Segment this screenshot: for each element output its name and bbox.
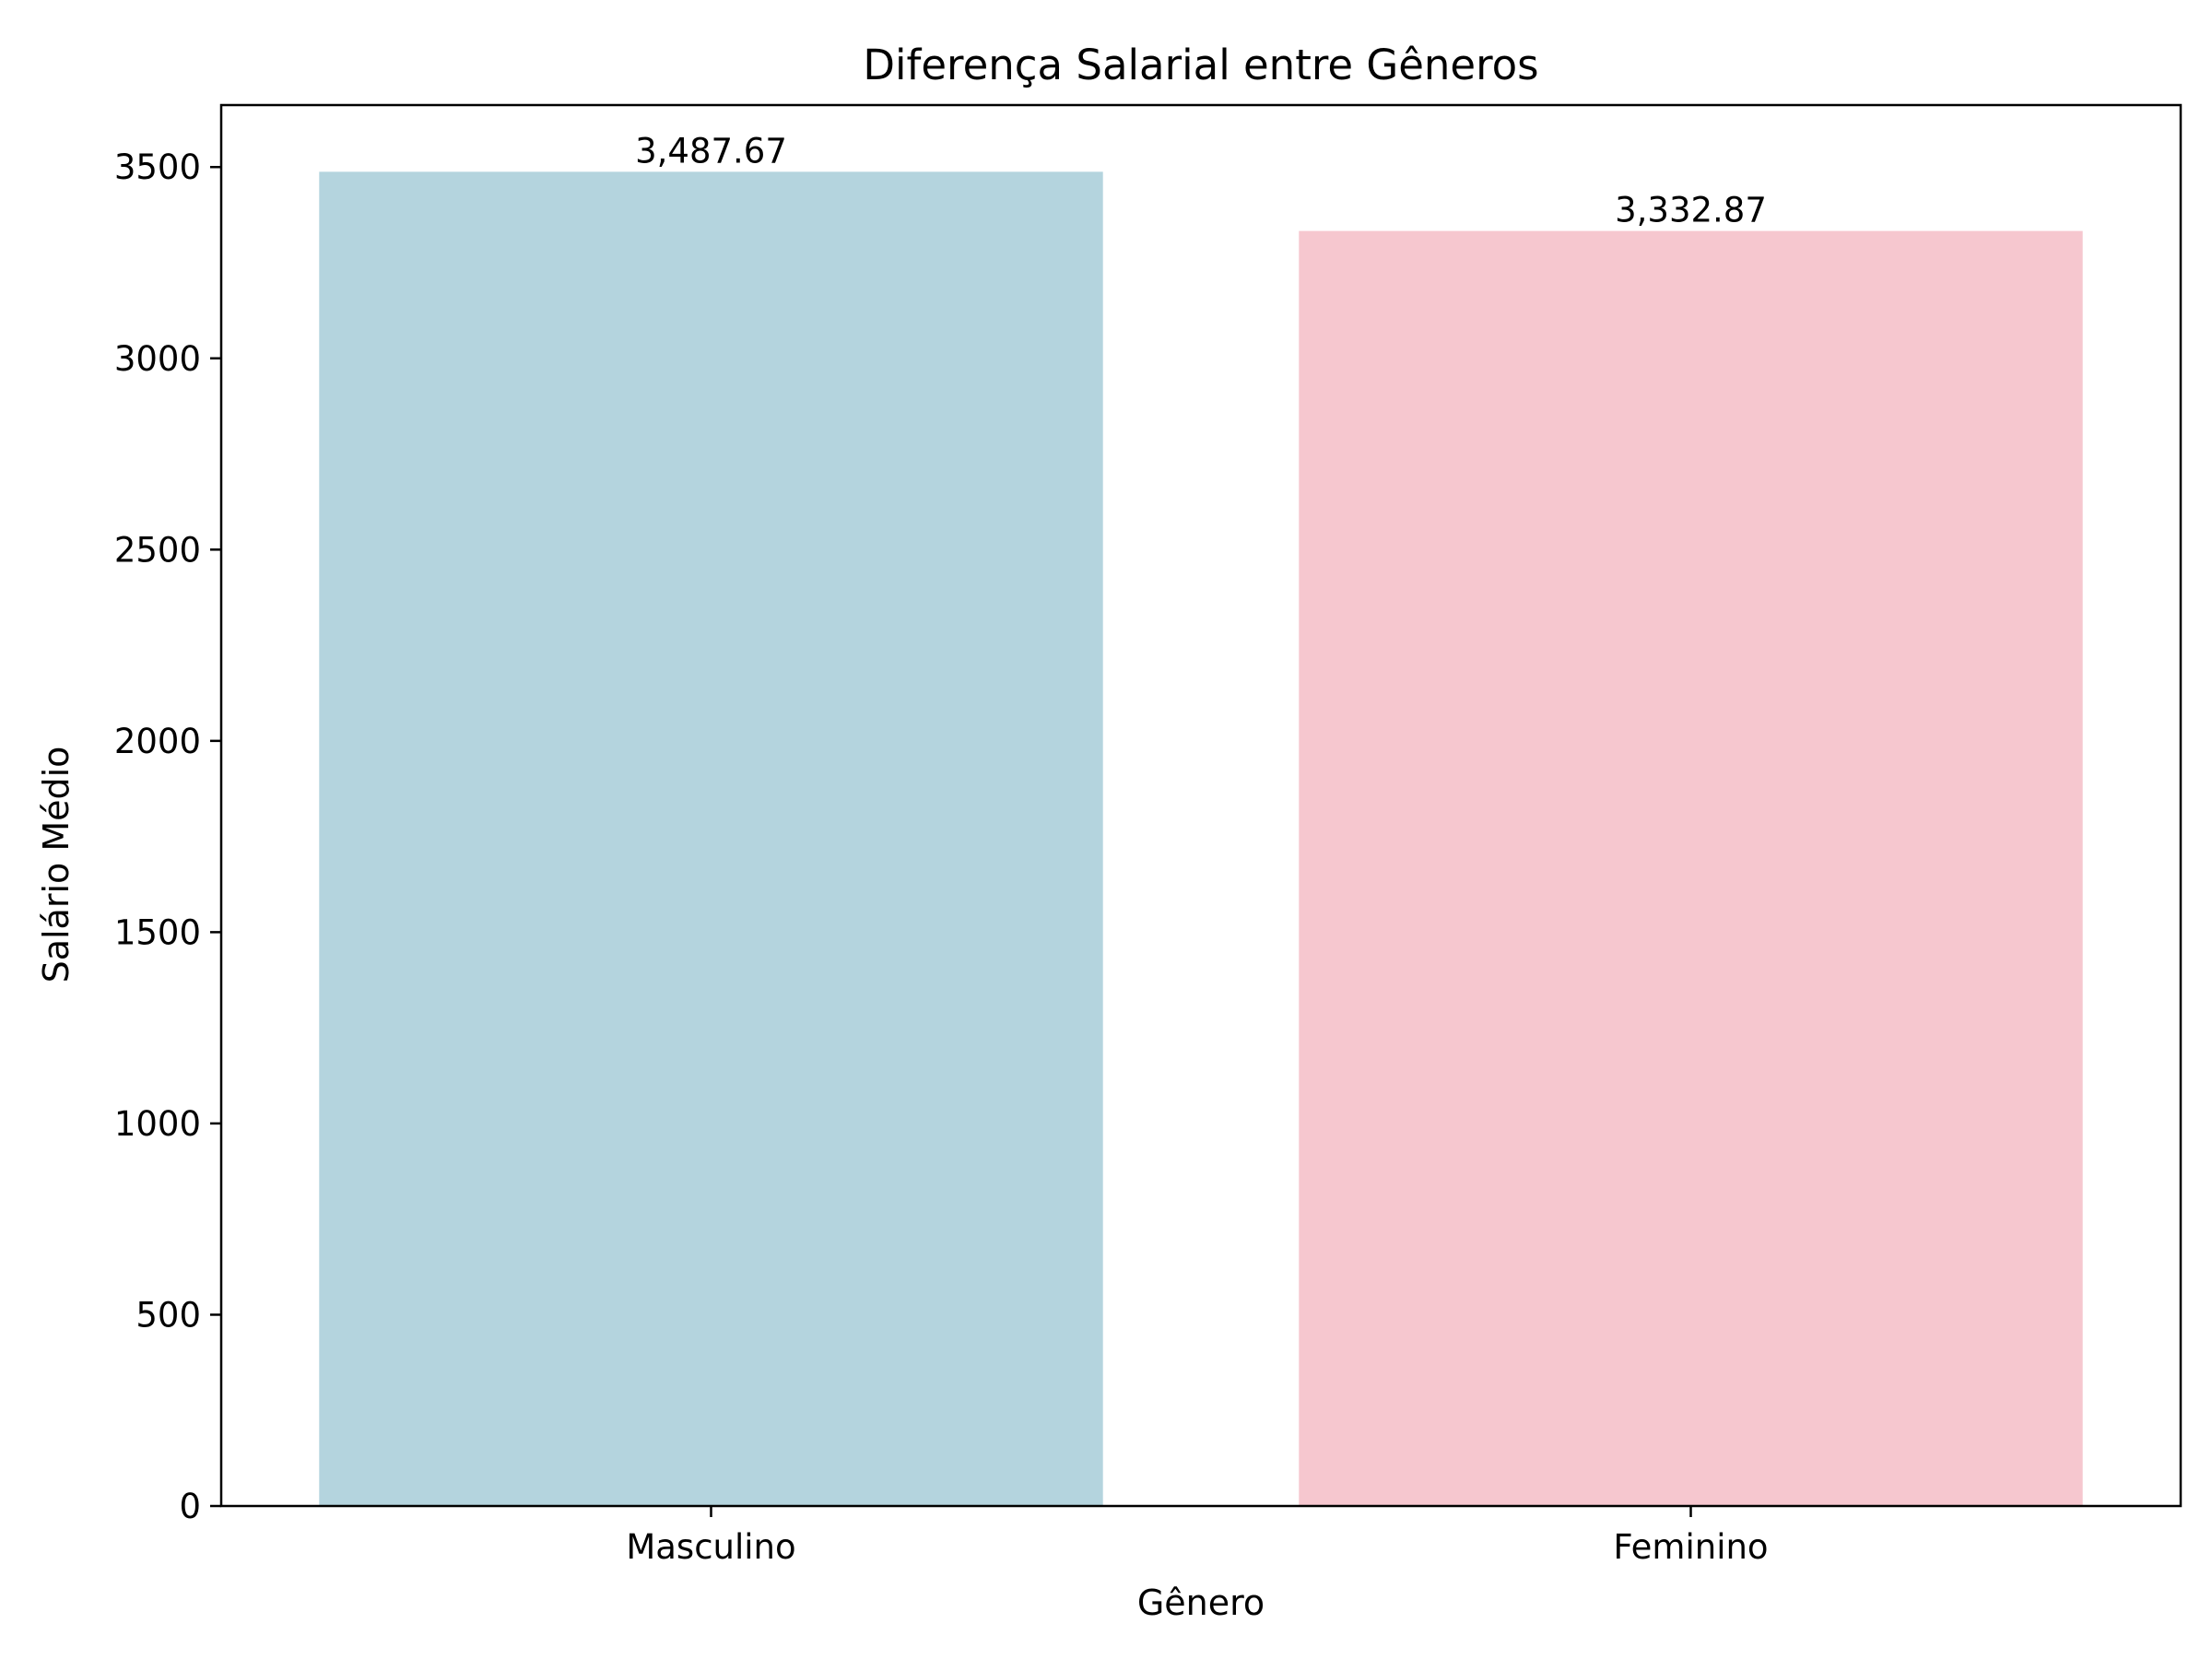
y-tick-label-2000: 2000 (114, 722, 201, 761)
y-tick-label-500: 500 (135, 1295, 201, 1335)
y-tick-label-3000: 3000 (114, 339, 201, 379)
y-tick-label-1000: 1000 (114, 1104, 201, 1144)
y-tick-label-1500: 1500 (114, 912, 201, 952)
x-tick-label-masculino: Masculino (626, 1527, 795, 1567)
x-axis-label: Gênero (1137, 1583, 1265, 1623)
y-axis-label: Salário Médio (36, 747, 76, 983)
bar-feminino (1299, 230, 2083, 1506)
bar-masculino (319, 171, 1103, 1506)
plot-frame (219, 103, 2183, 1508)
y-tick-label-2500: 2500 (114, 530, 201, 570)
y-axis: 0 500 1000 1500 2000 2500 3000 3500 (114, 147, 221, 1526)
value-label-masculino: 3,487.67 (635, 131, 787, 171)
y-tick-label-3500: 3500 (114, 147, 201, 187)
value-labels-group: 3,487.67 3,332.87 (635, 131, 1767, 229)
value-label-feminino: 3,332.87 (1615, 191, 1767, 230)
chart-title: Diferença Salarial entre Gêneros (863, 41, 1538, 89)
x-tick-label-feminino: Feminino (1613, 1527, 1768, 1567)
x-axis: Masculino Feminino (626, 1506, 1769, 1567)
y-tick-label-0: 0 (179, 1487, 201, 1526)
bars-group (319, 171, 2083, 1506)
